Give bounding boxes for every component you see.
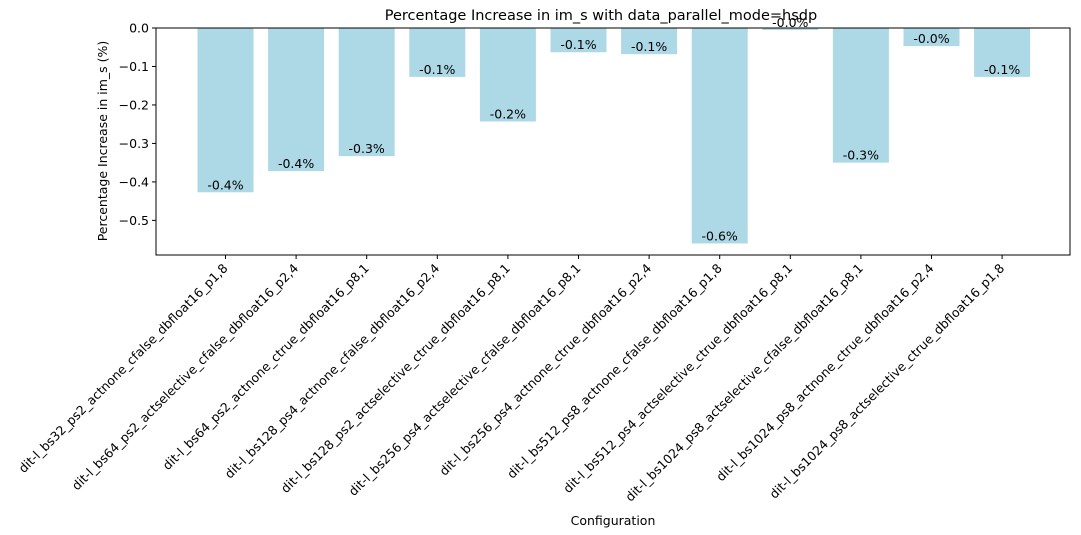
bar — [621, 28, 678, 55]
bar — [903, 28, 960, 47]
bar-data-label: -0.0% — [913, 31, 949, 46]
bar-data-label: -0.1% — [560, 37, 596, 52]
x-axis-ticks: dit-l_bs32_ps2_actnone_cfalse_dbfloat16_… — [15, 255, 1007, 504]
y-tick-label: −0.3 — [119, 136, 149, 151]
plot-frame — [155, 27, 1071, 256]
y-axis-ticks: 0.0 −0.1 −0.2 −0.3 −0.4 −0.5 — [119, 21, 156, 228]
y-tick-label: −0.4 — [119, 174, 149, 189]
chart-title: Percentage Increase in im_s with data_pa… — [385, 8, 817, 24]
y-tick-label: −0.5 — [119, 213, 149, 228]
bar-data-label: -0.0% — [772, 15, 808, 30]
y-tick-label: 0.0 — [129, 21, 149, 36]
bar-data-label: -0.3% — [843, 148, 879, 163]
bar — [268, 28, 325, 172]
bar-data-label: -0.1% — [984, 62, 1020, 77]
bar — [832, 28, 889, 163]
bar-data-label: -0.4% — [278, 156, 314, 171]
bar — [338, 28, 395, 157]
x-tick-label: dit-l_bs1024_ps8_actselective_cfalse_dbf… — [622, 261, 866, 505]
bar — [409, 28, 466, 77]
bar — [691, 28, 748, 244]
x-axis-label: Configuration — [571, 513, 656, 528]
bar — [479, 28, 536, 122]
bar-data-label: -0.2% — [490, 106, 526, 121]
y-tick-label: −0.1 — [119, 59, 149, 74]
bar-data-label: -0.1% — [419, 62, 455, 77]
bar-data-label: -0.1% — [631, 39, 667, 54]
bar — [762, 28, 819, 30]
bar — [197, 28, 254, 193]
bars-group — [197, 28, 1031, 244]
bar-data-label: -0.6% — [702, 228, 738, 243]
bar-data-label: -0.3% — [349, 141, 385, 156]
bar-labels-group: -0.4% -0.4% -0.3% -0.1% -0.2% -0.1% -0.1% -0.6%… — [207, 15, 1020, 244]
bar — [974, 28, 1031, 77]
bar — [550, 28, 607, 53]
y-tick-label: −0.2 — [119, 97, 149, 112]
y-axis-label: Percentage Increase in im_s (%) — [95, 41, 110, 242]
x-tick-label: dit-l_bs1024_ps8_actselective_ctrue_dbfl… — [766, 260, 1007, 501]
x-tick-label: dit-l_bs256_ps4_actselective_cfalse_dbfl… — [345, 261, 583, 499]
bar-data-label: -0.4% — [207, 177, 243, 192]
